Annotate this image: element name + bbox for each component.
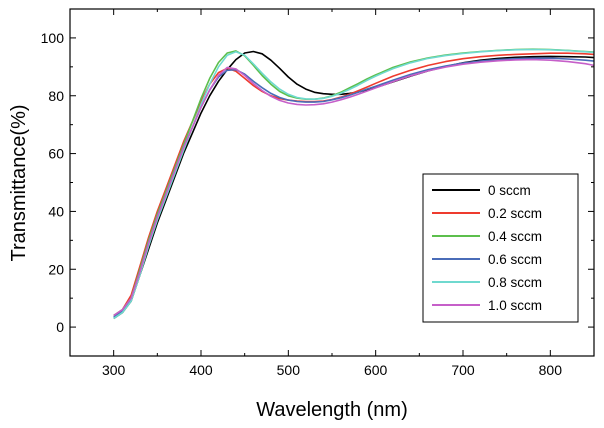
legend-label: 0.6 sccm <box>488 252 542 267</box>
legend-label: 1.0 sccm <box>488 298 542 313</box>
x-tick-label: 500 <box>277 362 301 378</box>
legend-label: 0 sccm <box>488 183 531 198</box>
x-tick-label: 300 <box>102 362 126 378</box>
series-layer <box>113 48 595 320</box>
x-axis-title: Wavelength (nm) <box>256 399 408 421</box>
ticks-layer: 300 400 500 600 700 800 0 20 40 60 80 100 <box>41 8 595 378</box>
legend-label: 0.2 sccm <box>488 206 542 221</box>
legend-label: 0.4 sccm <box>488 229 542 244</box>
y-tick-label: 40 <box>48 203 64 219</box>
y-tick-label: 60 <box>48 146 64 162</box>
x-tick-label: 800 <box>539 362 563 378</box>
legend-label: 0.8 sccm <box>488 275 542 290</box>
y-axis-title: Transmittance(%) <box>8 104 30 261</box>
y-tick-label: 80 <box>48 88 64 104</box>
series-line-4 <box>113 48 595 320</box>
y-tick-label: 20 <box>48 261 64 277</box>
series-line-5 <box>113 58 595 317</box>
x-tick-label: 400 <box>189 362 213 378</box>
legend: 0 sccm 0.2 sccm 0.4 sccm 0.6 sccm 0.8 sccm 1.… <box>422 173 579 323</box>
x-tick-label: 700 <box>451 362 475 378</box>
y-tick-label: 100 <box>41 30 65 46</box>
legend-box <box>422 173 579 323</box>
y-tick-label: 0 <box>56 319 64 335</box>
x-tick-label: 600 <box>364 362 388 378</box>
